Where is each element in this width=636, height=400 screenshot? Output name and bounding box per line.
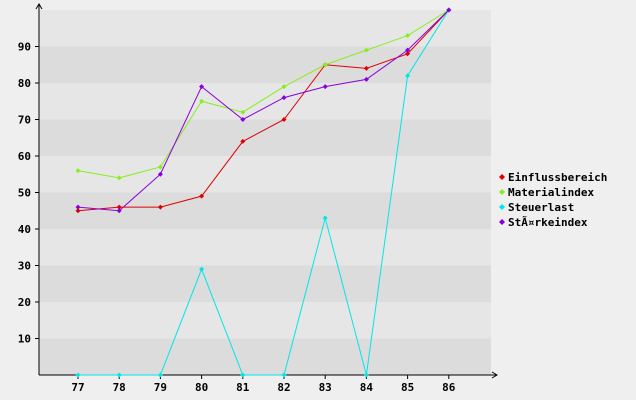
y-tick-label: 70	[18, 114, 31, 127]
x-tick-label: 84	[360, 381, 374, 394]
plot-area	[75, 7, 452, 378]
x-tick-label: 82	[277, 381, 290, 394]
grid-band	[39, 119, 491, 156]
data-point	[116, 204, 122, 210]
data-point	[75, 204, 81, 210]
legend-label: StÃ¤rkeindex	[508, 216, 588, 229]
x-tick-label: 79	[154, 381, 167, 394]
y-tick-label: 60	[18, 150, 31, 163]
data-point	[322, 215, 328, 221]
series-3	[75, 7, 452, 214]
y-tick-label: 50	[18, 187, 31, 200]
x-tick-label: 83	[319, 381, 332, 394]
data-point	[240, 109, 246, 115]
series-line	[77, 9, 450, 212]
legend-label: Einflussbereich	[508, 171, 607, 184]
data-point	[405, 73, 411, 79]
grid-band	[39, 83, 491, 120]
data-point	[199, 266, 205, 272]
data-point	[116, 175, 122, 181]
data-point	[322, 62, 328, 68]
data-point	[116, 208, 122, 214]
data-point	[363, 65, 369, 71]
data-point	[363, 47, 369, 53]
x-axis-ticks: 77 78 79 80 81 82 83 84 85 86	[71, 375, 456, 394]
y-tick-label: 40	[18, 223, 31, 236]
data-point	[240, 117, 246, 122]
data-point	[405, 33, 411, 39]
y-tick-label: 30	[18, 260, 31, 273]
data-point	[446, 7, 452, 13]
x-tick-label: 78	[113, 381, 126, 394]
legend: Einflussbereich Materialindex Steuerlast St…	[499, 171, 607, 229]
grid-bands	[39, 10, 491, 375]
x-tick-label: 81	[236, 381, 250, 394]
x-tick-label: 85	[401, 381, 414, 394]
grid-band	[39, 192, 491, 229]
data-point	[363, 76, 369, 82]
data-point	[281, 372, 287, 378]
y-tick-label: 10	[18, 333, 31, 346]
data-point	[157, 204, 163, 210]
x-tick-label: 77	[71, 381, 84, 394]
series-line	[77, 9, 450, 212]
data-point	[199, 193, 205, 199]
y-tick-label: 80	[18, 77, 31, 90]
data-point	[199, 84, 205, 90]
legend-marker	[499, 204, 505, 210]
y-tick-label: 90	[18, 41, 31, 54]
x-tick-label: 80	[195, 381, 208, 394]
data-point	[240, 372, 246, 378]
data-point	[157, 171, 163, 177]
legend-marker	[499, 174, 505, 180]
legend-marker	[499, 189, 505, 195]
data-point	[405, 51, 411, 57]
data-point	[157, 164, 163, 170]
x-tick-label: 86	[442, 381, 456, 394]
data-point	[75, 168, 81, 174]
y-axis-arrow	[35, 3, 43, 10]
data-point	[157, 372, 163, 378]
data-point	[75, 208, 81, 214]
data-point	[363, 372, 369, 378]
x-axis-arrow	[491, 371, 498, 379]
y-tick-label: 20	[18, 296, 31, 309]
data-point	[199, 98, 205, 104]
grid-band	[39, 156, 491, 193]
data-point	[75, 372, 81, 378]
series-line	[77, 9, 450, 179]
legend-label: Materialindex	[508, 186, 594, 199]
data-point	[281, 117, 287, 122]
grid-band	[39, 302, 491, 339]
grid-band	[39, 46, 491, 83]
data-point	[322, 84, 328, 90]
grid-band	[39, 10, 491, 47]
legend-label: Steuerlast	[508, 201, 574, 214]
series-line	[78, 9, 450, 376]
grid-band	[39, 338, 491, 375]
grid-band	[39, 229, 491, 266]
grid-band	[39, 265, 491, 302]
legend-marker	[499, 219, 505, 225]
data-point	[405, 47, 411, 53]
data-point	[116, 372, 122, 378]
y-axis-ticks: 10 20 30 40 50 60 70 80 90	[18, 41, 39, 346]
data-point	[240, 138, 246, 144]
data-point	[281, 84, 287, 90]
data-point	[281, 95, 287, 101]
